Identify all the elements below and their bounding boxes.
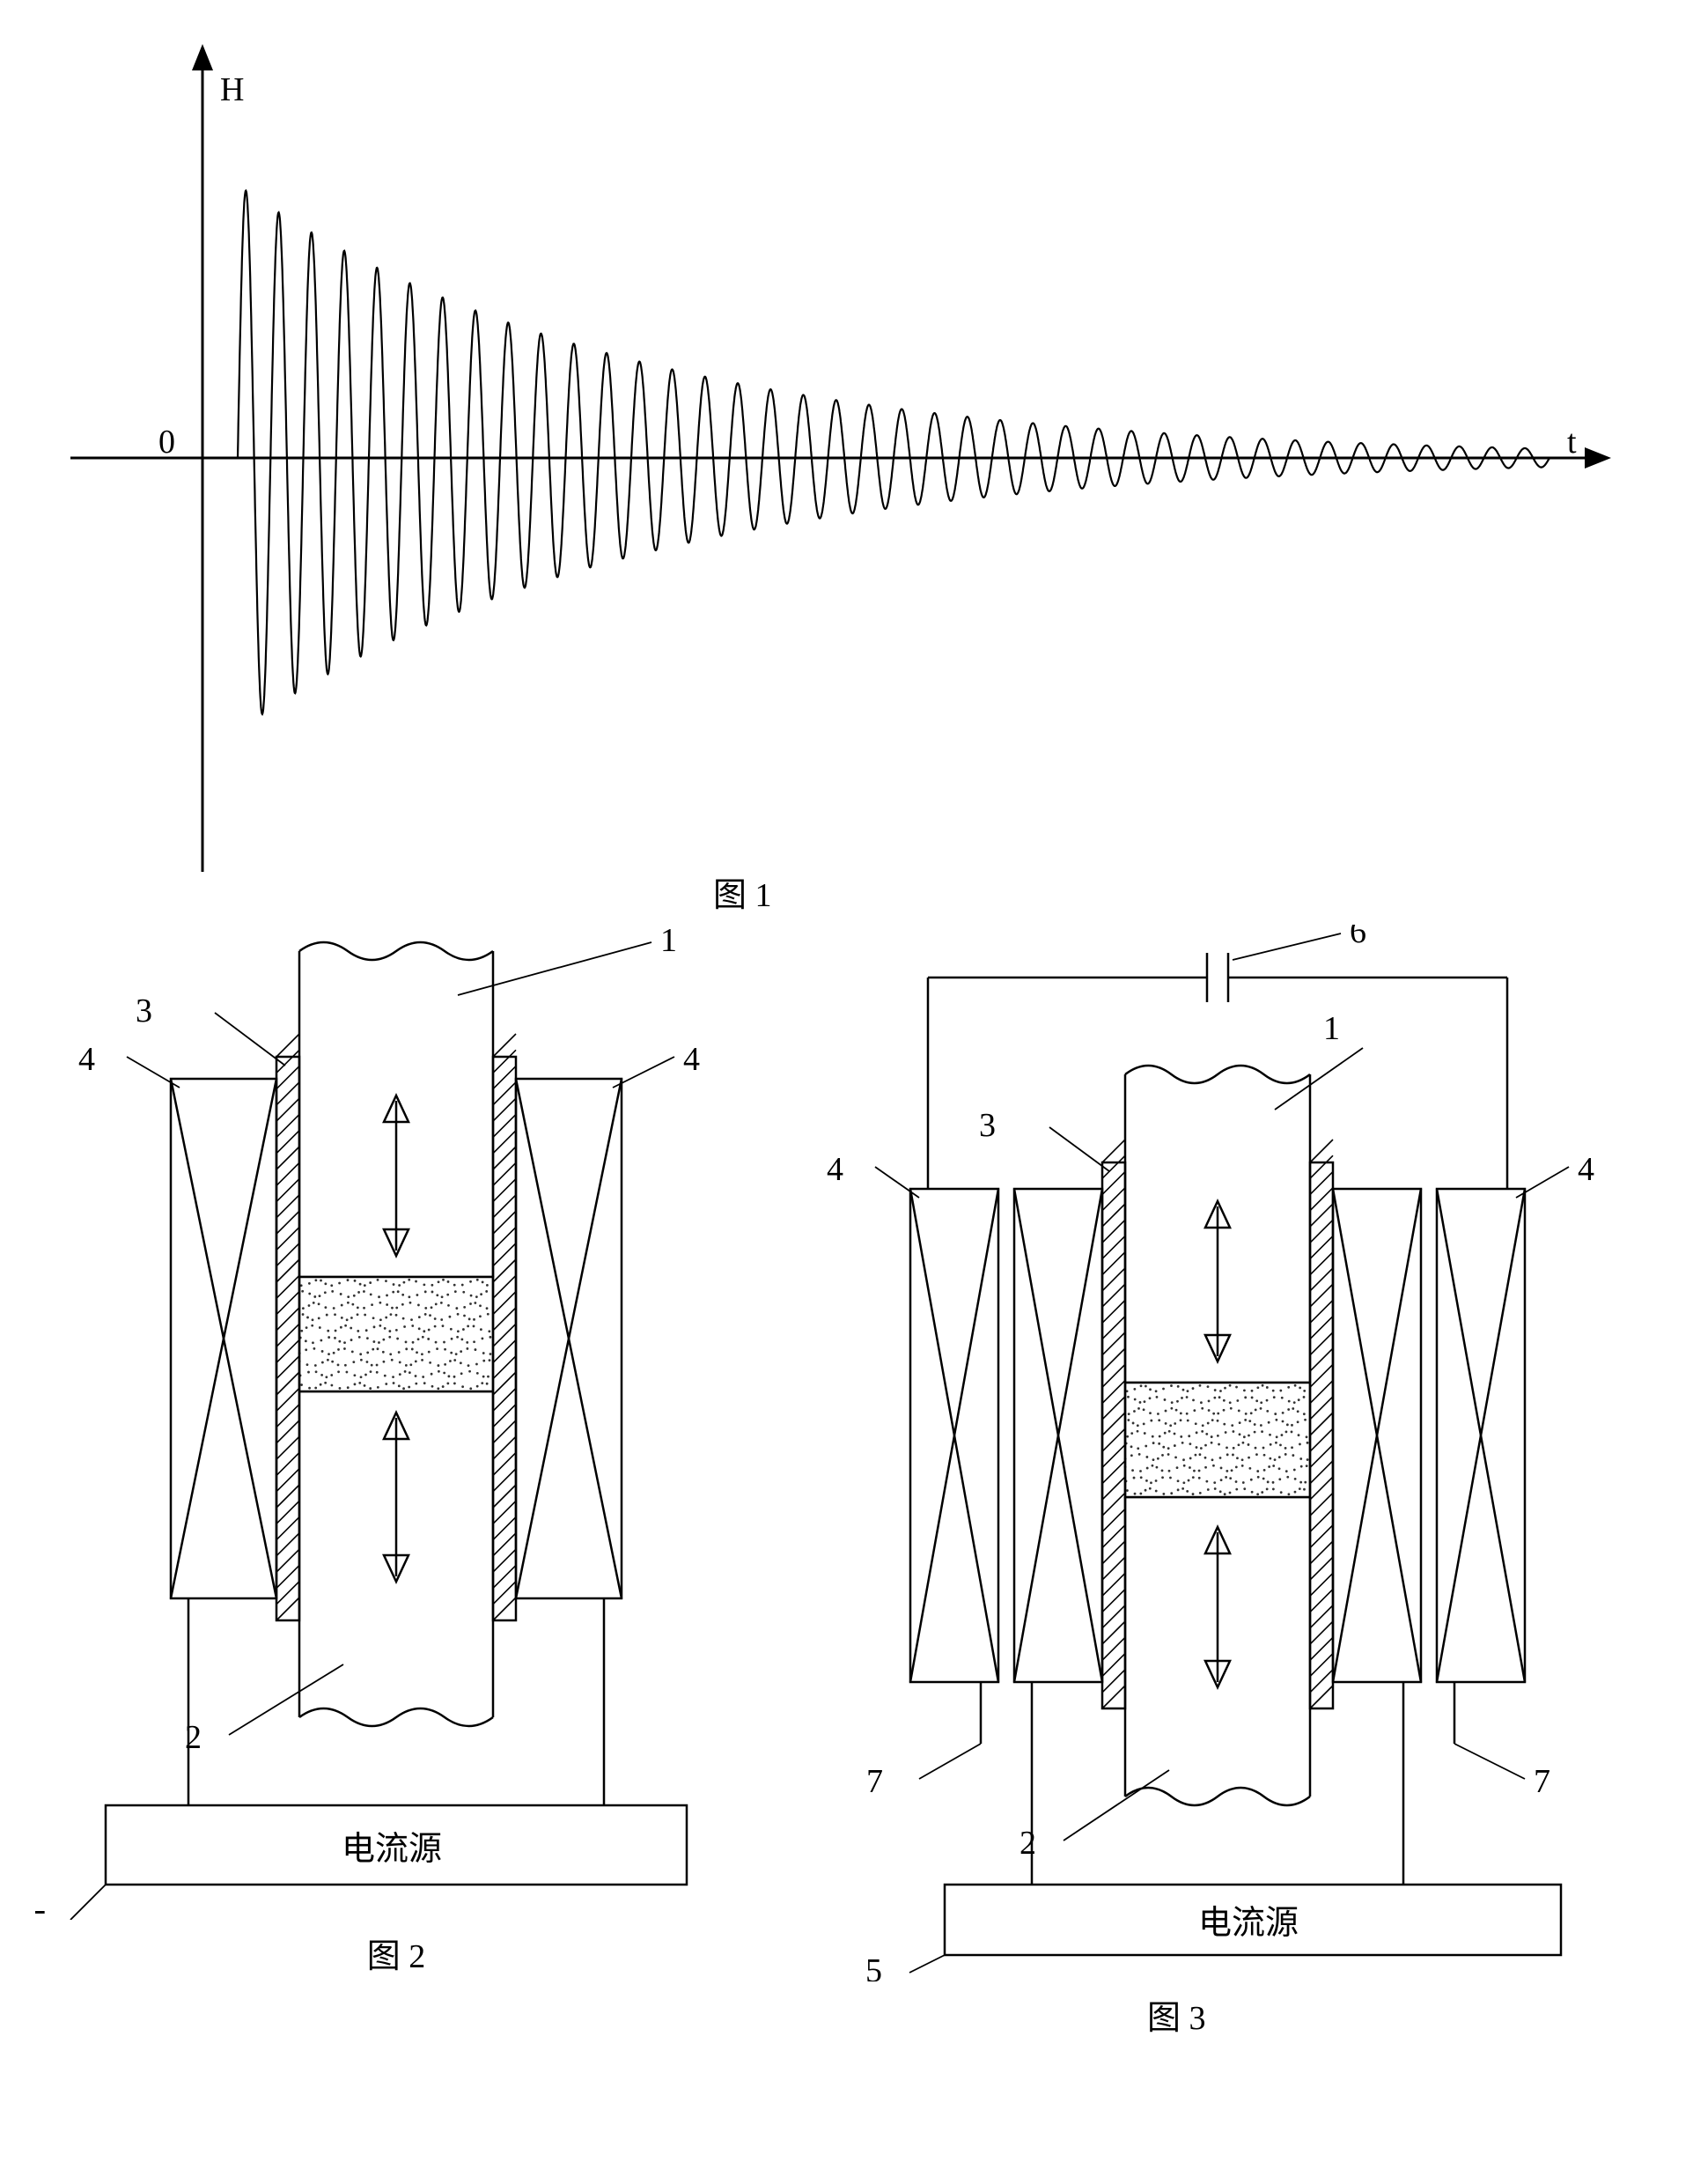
fig2-caption: 图 2	[35, 1929, 757, 1977]
svg-text:1: 1	[1323, 1010, 1340, 1047]
fig1-caption: 图 1	[713, 867, 772, 916]
svg-text:1: 1	[660, 925, 677, 959]
svg-text:2: 2	[1019, 1825, 1036, 1862]
svg-text:3: 3	[136, 992, 152, 1029]
fig3-block: 电流源 6 1 3 4 4 7 7 2 5 图 3	[777, 925, 1658, 2039]
svg-text:电流源: 电流源	[1198, 1905, 1299, 1942]
row-figs-2-3: 电流源 1 3 4 4 2 5 图 2 电流源 6 1 3 4 4 7 7 2 5 图 3	[35, 925, 1658, 2039]
fig1-svg	[35, 35, 1620, 881]
svg-text:4: 4	[1578, 1151, 1594, 1188]
svg-text:6: 6	[1350, 925, 1366, 950]
svg-text:电流源: 电流源	[342, 1831, 442, 1868]
svg-text:5: 5	[865, 1952, 882, 1981]
svg-text:4: 4	[683, 1041, 700, 1078]
svg-text:3: 3	[979, 1107, 996, 1144]
fig1-ylabel: H	[220, 70, 244, 109]
svg-text:5: 5	[35, 1904, 48, 1920]
svg-text:4: 4	[78, 1041, 95, 1078]
fig2-block: 电流源 1 3 4 4 2 5 图 2	[35, 925, 757, 2039]
svg-text:7: 7	[1534, 1763, 1550, 1800]
fig2-svg: 电流源 1 3 4 4 2 5	[35, 925, 757, 1920]
svg-text:4: 4	[827, 1151, 843, 1188]
svg-text:2: 2	[185, 1719, 202, 1756]
fig1-area: H 0 t 图 1	[35, 35, 1620, 916]
fig1-xlabel: t	[1567, 423, 1577, 461]
svg-text:7: 7	[866, 1763, 883, 1800]
fig1-origin: 0	[158, 423, 175, 461]
fig3-svg: 电流源 6 1 3 4 4 7 7 2 5	[777, 925, 1658, 1981]
fig3-caption: 图 3	[1147, 1990, 1658, 2039]
